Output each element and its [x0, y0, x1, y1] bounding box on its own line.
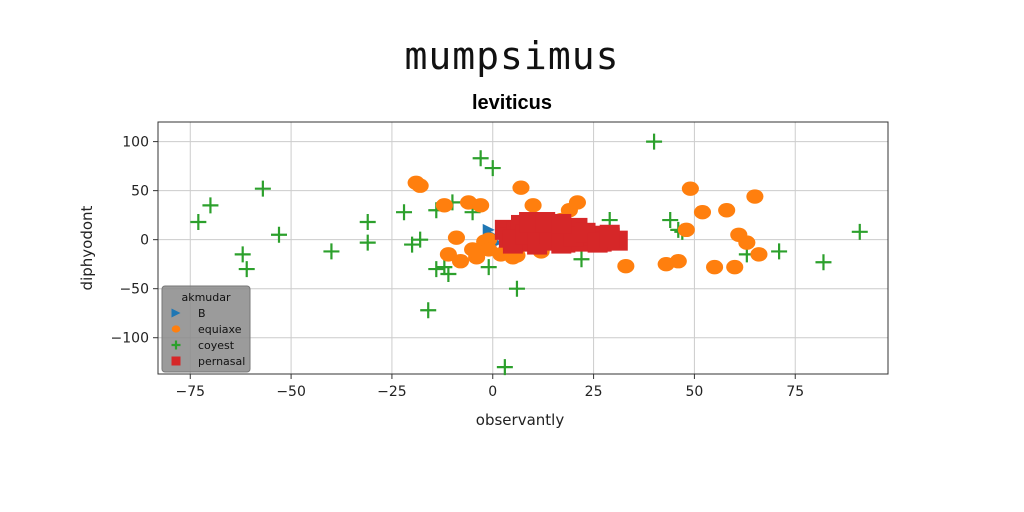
- data-point-coyest: [440, 265, 457, 282]
- legend-label-coyest: coyest: [198, 339, 235, 352]
- x-tick-label: 25: [585, 384, 603, 400]
- data-point-pernasal: [599, 227, 620, 248]
- data-point-equiaxe: [726, 259, 744, 275]
- y-tick-label: 50: [131, 184, 149, 200]
- data-point-coyest: [254, 180, 271, 197]
- x-tick-label: 75: [786, 384, 804, 400]
- data-point-coyest: [436, 259, 453, 276]
- data-point-pernasal: [551, 213, 572, 234]
- data-point-coyest: [428, 261, 445, 278]
- data-point-coyest: [396, 204, 413, 221]
- data-point-pernasal: [519, 212, 540, 233]
- legend-marker-equiaxe: [171, 325, 181, 333]
- data-point-equiaxe: [435, 198, 453, 213]
- data-point-coyest: [646, 133, 663, 150]
- data-point-equiaxe: [669, 254, 687, 269]
- data-point-equiaxe: [681, 181, 699, 196]
- data-point-equiaxe: [568, 195, 586, 210]
- data-point-coyest: [238, 261, 255, 278]
- legend-label-pernasal: pernasal: [198, 355, 245, 368]
- data-point-coyest: [404, 236, 421, 253]
- data-point-coyest: [412, 231, 429, 248]
- x-axis-label: observantly: [476, 411, 565, 429]
- x-tick-label: −50: [276, 384, 306, 400]
- data-point-equiaxe: [451, 254, 470, 269]
- data-point-coyest: [496, 359, 513, 376]
- data-point-B: [482, 223, 495, 236]
- x-axis-ticks: −75 −50 −25 0 25 50 75: [175, 374, 804, 400]
- data-point-coyest: [508, 280, 525, 297]
- data-point-coyest: [662, 212, 679, 229]
- data-point-coyest: [323, 243, 340, 260]
- data-point-equiaxe: [512, 180, 530, 195]
- chart-title: leviticus: [471, 92, 553, 114]
- data-point-coyest: [270, 226, 287, 243]
- x-tick-label: 50: [685, 384, 703, 400]
- data-point-equiaxe: [738, 235, 756, 250]
- data-point-coyest: [234, 246, 251, 263]
- legend-marker-pernasal: [171, 356, 181, 366]
- data-point-equiaxe: [718, 203, 736, 218]
- data-point-coyest: [480, 259, 497, 276]
- data-point-equiaxe: [447, 230, 466, 245]
- data-point-coyest: [771, 243, 788, 260]
- data-point-coyest: [815, 254, 832, 271]
- figure-suptitle: mumpsimus: [404, 34, 620, 78]
- data-point-coyest: [190, 214, 207, 231]
- plot-area-frame: [157, 121, 889, 375]
- data-point-equiaxe: [706, 259, 724, 275]
- data-point-coyest: [202, 197, 219, 214]
- x-tick-label: 0: [488, 384, 497, 400]
- legend-marker-B: [171, 308, 181, 318]
- data-point-equiaxe: [693, 205, 712, 220]
- x-tick-label: −25: [377, 384, 407, 400]
- data-point-coyest: [359, 214, 376, 231]
- legend-label-B: B: [198, 307, 206, 320]
- x-tick-label: −75: [175, 384, 205, 400]
- legend-marker-coyest: [171, 340, 181, 350]
- data-point-pernasal: [535, 212, 556, 233]
- data-point-equiaxe: [524, 198, 542, 213]
- y-tick-label: 100: [122, 135, 149, 151]
- data-point-equiaxe: [472, 198, 490, 213]
- data-point-coyest: [851, 223, 868, 240]
- data-point-equiaxe: [750, 247, 768, 262]
- data-points: [190, 133, 868, 376]
- legend-title: akmudar: [181, 291, 231, 304]
- data-point-coyest: [359, 234, 376, 251]
- data-point-equiaxe: [677, 222, 695, 238]
- y-tick-label: −50: [119, 282, 149, 298]
- data-point-equiaxe: [439, 247, 457, 262]
- data-point-equiaxe: [617, 258, 635, 274]
- y-axis-label: diphyodont: [78, 205, 96, 290]
- data-point-equiaxe: [411, 178, 429, 193]
- y-axis-ticks: 100 50 0 −50 −100: [111, 135, 158, 347]
- y-tick-label: 0: [140, 233, 149, 249]
- data-point-coyest: [420, 302, 437, 319]
- data-point-equiaxe: [746, 189, 764, 204]
- data-point-coyest: [472, 150, 489, 167]
- data-point-coyest: [573, 251, 590, 268]
- legend-box: [161, 285, 251, 373]
- y-tick-label: −100: [111, 331, 149, 347]
- legend-label-equiaxe: equiaxe: [198, 323, 242, 336]
- data-point-coyest: [484, 160, 501, 177]
